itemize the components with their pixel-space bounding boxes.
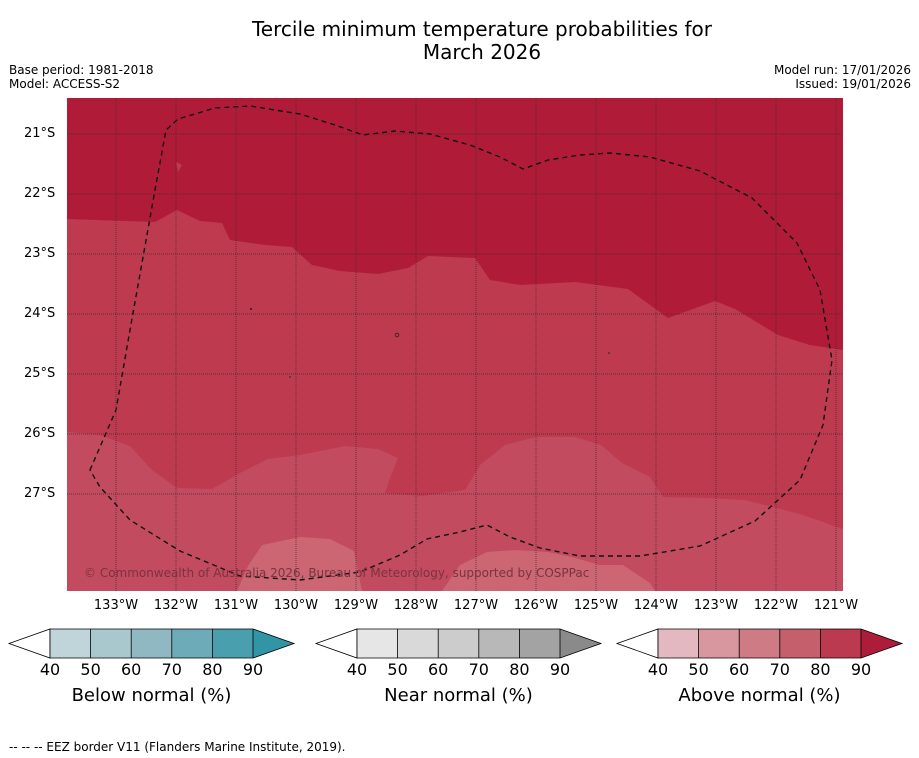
colorbar-tick: 70 xyxy=(769,660,790,679)
colorbar-tick: 60 xyxy=(729,660,750,679)
eez-border xyxy=(89,105,833,581)
island xyxy=(289,376,291,378)
colorbar-above-under xyxy=(615,628,659,659)
colorbar-near-seg xyxy=(397,629,439,658)
lon-label: 122°W xyxy=(753,598,799,613)
lat-label: 27°S xyxy=(24,486,56,501)
colorbar-below-seg xyxy=(212,629,253,658)
colorbar-near xyxy=(314,628,603,659)
colorbar-tick: 40 xyxy=(39,660,61,679)
island xyxy=(608,352,610,354)
colorbar-tick: 50 xyxy=(688,660,709,679)
eez-legend: -- -- -- EEZ border V11 (Flanders Marine… xyxy=(9,740,346,754)
colorbar-tick: 70 xyxy=(161,660,182,679)
lat-label: 21°S xyxy=(24,126,56,141)
colorbars xyxy=(7,628,904,659)
island xyxy=(394,332,400,338)
map-area: © Commonwealth of Australia 2026, Bureau… xyxy=(67,98,843,591)
colorbar-below-under xyxy=(7,628,51,659)
region-above-80-small xyxy=(176,162,182,172)
colorbar-tick: 80 xyxy=(202,660,223,679)
colorbar-tick: 70 xyxy=(468,660,489,679)
colorbar-above-seg xyxy=(658,629,699,658)
colorbar-tick: 80 xyxy=(810,660,831,679)
colorbar-above-seg xyxy=(739,629,780,658)
colorbar-tick: 40 xyxy=(346,660,368,679)
lat-label: 24°S xyxy=(24,306,56,321)
colorbar-tick: 60 xyxy=(428,660,449,679)
colorbar-below-seg xyxy=(131,629,172,658)
colorbar-tick: 40 xyxy=(647,660,669,679)
lat-label: 23°S xyxy=(24,246,56,261)
issued-date: Issued: 19/01/2026 xyxy=(795,77,911,91)
meta-right: Model run: 17/01/2026 Issued: 19/01/2026 xyxy=(774,63,911,91)
colorbar-below-over xyxy=(253,629,294,658)
colorbar-near-under xyxy=(314,628,358,659)
colorbar-tick: 50 xyxy=(387,660,408,679)
colorbar-below xyxy=(7,628,296,659)
lat-label: 25°S xyxy=(24,366,56,381)
colorbar-tick: 90 xyxy=(549,660,571,679)
colorbar-near-seg xyxy=(519,629,560,658)
colorbar-below-seg xyxy=(171,629,213,658)
lon-label: 124°W xyxy=(633,598,679,613)
lon-label: 125°W xyxy=(573,598,619,613)
island xyxy=(250,308,252,310)
lon-label: 129°W xyxy=(333,598,379,613)
lat-label: 22°S xyxy=(24,186,56,201)
lon-label: 128°W xyxy=(393,598,439,613)
colorbar-above xyxy=(615,628,904,659)
colorbar-tick: 50 xyxy=(80,660,101,679)
colorbar-above-title: Above normal (%) xyxy=(678,685,841,706)
lon-label: 121°W xyxy=(813,598,859,613)
lon-label: 132°W xyxy=(153,598,199,613)
model-run: Model run: 17/01/2026 xyxy=(773,63,911,77)
colorbar-near-over xyxy=(560,629,601,658)
colorbar-above-over xyxy=(861,629,902,658)
lon-label: 123°W xyxy=(693,598,739,613)
region-above-60-b xyxy=(442,550,655,591)
colorbar-tick: 90 xyxy=(850,660,872,679)
title-line-1: Tercile minimum temperature probabilitie… xyxy=(251,17,713,41)
model-name: Model: ACCESS-S2 xyxy=(9,77,121,91)
colorbar-above-seg xyxy=(779,629,821,658)
map-copyright: © Commonwealth of Australia 2026, Bureau… xyxy=(84,566,589,580)
graticule xyxy=(67,98,843,591)
colorbar-above-seg xyxy=(820,629,861,658)
colorbar-near-title: Near normal (%) xyxy=(384,685,533,706)
lon-label: 133°W xyxy=(93,598,139,613)
colorbar-above-seg xyxy=(698,629,740,658)
colorbar-near-seg xyxy=(438,629,479,658)
meta-left: Base period: 1981-2018 Model: ACCESS-S2 xyxy=(9,63,154,91)
colorbar-tick: 60 xyxy=(121,660,142,679)
lat-label: 26°S xyxy=(24,426,56,441)
colorbar-tick: 80 xyxy=(509,660,530,679)
colorbar-below-seg xyxy=(50,629,91,658)
chart-title: Tercile minimum temperature probabilitie… xyxy=(0,18,919,64)
colorbar-near-seg xyxy=(357,629,398,658)
colorbar-below-seg xyxy=(90,629,132,658)
lon-label: 131°W xyxy=(213,598,259,613)
title-line-2: March 2026 xyxy=(422,40,542,64)
lon-label: 126°W xyxy=(513,598,559,613)
colorbar-tick: 90 xyxy=(242,660,264,679)
colorbar-near-seg xyxy=(478,629,520,658)
base-period: Base period: 1981-2018 xyxy=(9,63,154,77)
lon-label: 127°W xyxy=(453,598,499,613)
lon-label: 130°W xyxy=(273,598,319,613)
colorbar-below-title: Below normal (%) xyxy=(71,685,232,706)
